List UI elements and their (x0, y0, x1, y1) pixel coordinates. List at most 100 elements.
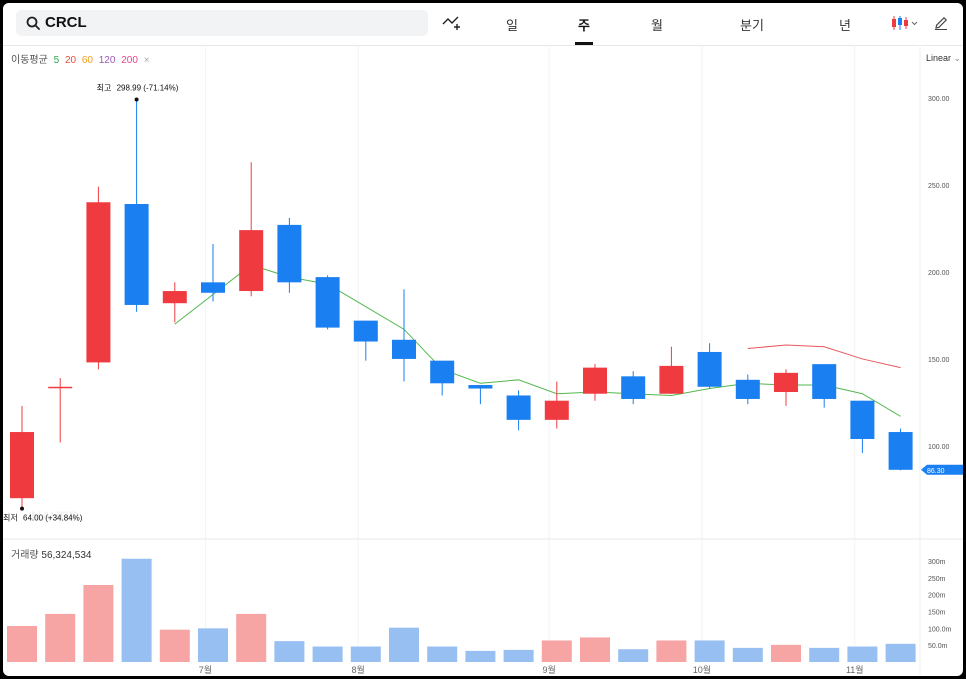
ma5-line (174, 264, 901, 417)
draw-pencil-icon[interactable] (933, 15, 949, 31)
ma-label: 이동평균 (11, 55, 48, 66)
high-annotation-value: 298.99 (-71.14%) (117, 84, 179, 93)
tab-year[interactable]: 년 (839, 18, 851, 33)
candle-body (544, 400, 569, 420)
candle-body (124, 204, 149, 305)
volume-bar (618, 649, 649, 662)
candle-body (812, 364, 837, 399)
tab-day[interactable]: 일 (506, 18, 518, 33)
volume-bar (694, 640, 725, 662)
symbol-text: CRCL (45, 14, 87, 31)
volume-bar (312, 646, 343, 662)
volume-bar (732, 647, 763, 662)
candle-body (506, 395, 531, 420)
volume-value: 56,324,534 (41, 550, 92, 561)
candle-body (735, 379, 760, 399)
tab-week[interactable]: 주 (578, 18, 590, 33)
tab-quarter[interactable]: 분기 (740, 18, 764, 33)
volume-bar (198, 628, 228, 662)
month-tick-label: 10월 (693, 664, 711, 675)
volume-bar (121, 558, 152, 662)
candle-body (201, 282, 225, 293)
chart-type-candle-icon[interactable] (890, 15, 918, 31)
volume-bar (465, 650, 496, 662)
month-tick-label: 9월 (543, 664, 556, 675)
low-annotation-label: 최저 (3, 513, 18, 523)
trend-add-icon (442, 16, 460, 30)
candle-body (353, 320, 378, 342)
last-price-tag (921, 464, 963, 475)
month-tick-label: 8월 (352, 664, 365, 675)
naver-watermark: NAVER (31, 508, 79, 524)
symbol-search[interactable]: CRCL (16, 10, 428, 36)
month-tick-label: 7월 (199, 664, 212, 675)
volume-bar (7, 626, 37, 662)
price-volume-chart: 7월 8월 9월 10월 11월 NAVER 300.00 250.00 200.00 150.0… (3, 45, 963, 676)
candle-body (468, 385, 493, 389)
ma20-line (747, 344, 901, 369)
candle-body (392, 339, 416, 359)
volume-tick-label: 150m (928, 610, 946, 617)
ma-close-icon[interactable]: × (143, 55, 150, 66)
high-annotation-label: 최고 (97, 83, 112, 93)
volume-tick-label: 200m (928, 593, 946, 600)
active-tab-indicator (575, 42, 593, 45)
candle-body (621, 376, 646, 399)
volume-legend: 거래량 56,324,534 (11, 546, 91, 561)
price-tick-label: 200.00 (928, 270, 950, 277)
candle-body (10, 432, 34, 499)
price-tick-label: 300.00 (928, 96, 950, 103)
volume-bar (83, 584, 114, 662)
price-tick-label: 100.00 (928, 444, 950, 451)
toolbar: CRCL 일 주 월 분기 년 (3, 3, 963, 46)
month-tick-label: 11월 (846, 664, 864, 675)
volume-tick-label: 100.0m (928, 626, 952, 633)
candle-body (239, 230, 264, 292)
volume-tick-label: 250m (928, 576, 946, 583)
ma-period-5: 5 (53, 55, 60, 66)
volume-bar (580, 637, 610, 662)
scale-mode-button[interactable]: Linear ⌄ (926, 53, 961, 64)
candle-body (583, 367, 607, 394)
candle-body (277, 224, 302, 283)
last-price-label: 86.30 (927, 468, 945, 475)
search-icon (26, 16, 40, 30)
volume-bar (236, 613, 267, 662)
candle-body (888, 432, 913, 470)
scale-mode-label: Linear (926, 53, 952, 63)
volume-bar (427, 646, 458, 662)
candle-body (48, 386, 73, 389)
compare-trend-button[interactable] (441, 13, 463, 33)
volume-label: 거래량 (11, 550, 39, 561)
high-marker (134, 97, 139, 102)
candle-body (86, 202, 111, 363)
candle-body (774, 372, 798, 392)
volume-bar (656, 640, 687, 662)
ma-period-60: 60 (81, 55, 93, 66)
volume-bar (503, 649, 534, 662)
moving-average-legend[interactable]: 이동평균 5 20 60 120 200 × (11, 51, 153, 66)
candle-body (850, 400, 875, 439)
candle-body (697, 351, 722, 387)
volume-bar (809, 647, 840, 662)
candle-body (430, 360, 455, 384)
chart-window: CRCL 일 주 월 분기 년 이동평균 (3, 3, 963, 676)
chevron-down-icon: ⌄ (953, 53, 962, 63)
tab-month[interactable]: 월 (651, 18, 663, 33)
volume-bar (350, 646, 381, 662)
volume-tick-label: 300m (928, 559, 946, 566)
volume-bar (389, 627, 419, 662)
candle-body (659, 365, 684, 394)
ma-period-20: 20 (64, 55, 77, 66)
volume-bar (45, 613, 76, 662)
ma-period-120: 120 (98, 55, 116, 66)
volume-bar (274, 641, 305, 662)
volume-bar (885, 643, 916, 662)
volume-bar (159, 629, 190, 662)
volume-tick-label: 50.0m (928, 643, 948, 650)
volume-bar (771, 644, 801, 662)
volume-bar (847, 646, 878, 662)
volume-bar (541, 640, 572, 662)
price-tick-label: 150.00 (928, 357, 950, 364)
price-tick-label: 250.00 (928, 183, 950, 190)
